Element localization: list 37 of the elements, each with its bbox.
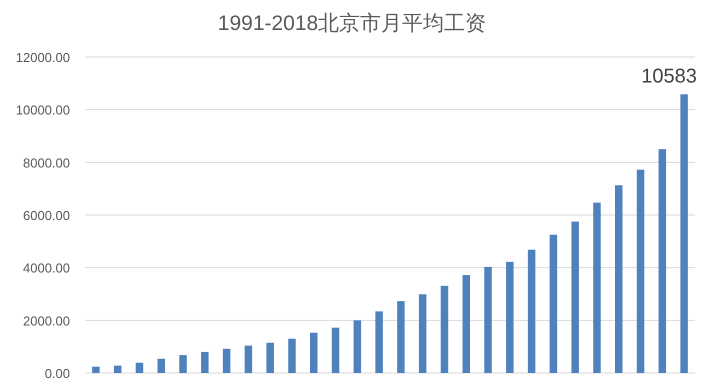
bar	[550, 234, 558, 373]
bar	[354, 320, 362, 373]
bar	[310, 332, 318, 373]
bar	[528, 250, 536, 373]
bar	[136, 362, 144, 373]
y-tick-label: 0.00	[44, 366, 70, 381]
bar	[636, 170, 644, 373]
y-tick-label: 8000.00	[23, 155, 70, 170]
bar	[506, 262, 514, 373]
bar	[114, 366, 122, 373]
bar	[201, 352, 209, 373]
bar	[615, 185, 622, 373]
bar	[462, 275, 470, 373]
bar	[179, 355, 187, 373]
bar	[244, 346, 252, 373]
y-tick-label: 4000.00	[23, 260, 70, 276]
bar	[375, 311, 383, 373]
bar	[418, 294, 426, 373]
bar	[658, 149, 666, 373]
bar	[222, 348, 230, 373]
y-tick-label: 6000.00	[23, 208, 70, 223]
chart-title: 1991-2018北京市月平均工资	[218, 12, 486, 35]
bar	[593, 202, 601, 373]
y-tick-label: 12000.00	[16, 50, 70, 65]
bar	[266, 342, 274, 373]
bar	[288, 338, 296, 373]
bar	[680, 94, 688, 373]
bar	[158, 358, 165, 373]
bar	[332, 328, 340, 373]
bar	[92, 366, 100, 373]
bar	[484, 266, 492, 373]
y-tick-label: 10000.00	[16, 102, 70, 118]
bar	[440, 286, 448, 373]
bar	[571, 222, 579, 373]
bar	[397, 301, 405, 373]
data-label: 10583	[641, 65, 697, 88]
y-tick-label: 2000.00	[23, 313, 70, 328]
